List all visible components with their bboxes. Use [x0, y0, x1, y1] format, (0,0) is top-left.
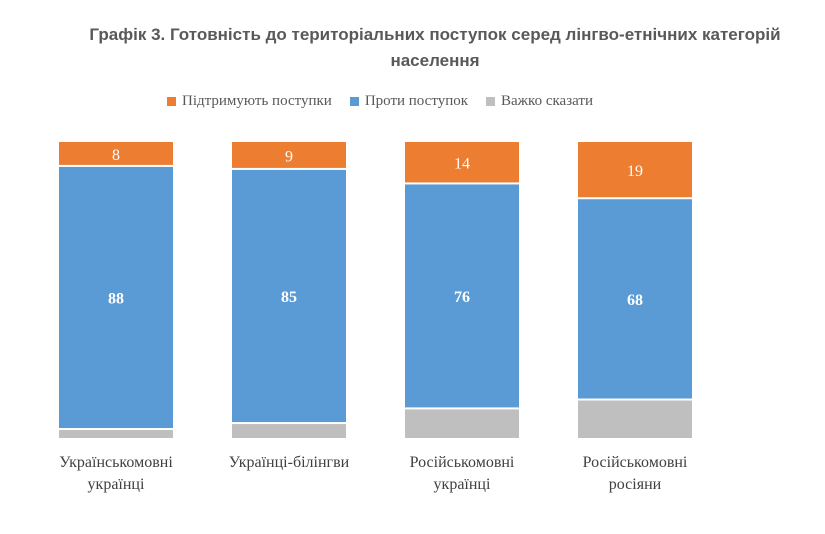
data-label-against-2: 76 [454, 289, 470, 306]
category-label-3: Російськомовні росіяни [550, 452, 720, 496]
category-label-2-line-0: Російськомовні [409, 454, 515, 471]
category-label-3-line-0: Російськомовні [582, 454, 688, 471]
legend-item-hard-to-say: Важко сказати [486, 93, 593, 110]
category-label-2: Російськомовні українці [377, 452, 547, 496]
legend: Підтримують поступки Проти поступок Важк… [0, 93, 760, 110]
data-label-support-3: 19 [627, 163, 643, 180]
data-label-against-3: 68 [627, 292, 643, 309]
legend-label-hard-to-say: Важко сказати [501, 93, 593, 109]
chart-title-line1: Графік 3. Готовність до територіальних п… [89, 25, 781, 44]
data-label-support-1: 9 [285, 148, 293, 165]
category-label-3-line-1: росіяни [608, 476, 662, 493]
legend-item-support: Підтримують поступки [167, 93, 332, 110]
category-label-1: Українці-білінгви [204, 452, 374, 474]
bar-hard-to-say-2 [405, 409, 519, 438]
bar-against-2 [405, 184, 519, 408]
data-label-support-0: 8 [112, 147, 120, 164]
legend-swatch-hard-to-say [486, 97, 496, 106]
chart-title: Графік 3. Готовність до територіальних п… [40, 22, 825, 74]
category-label-0: Українськомовні українці [31, 452, 201, 496]
bar-support-0 [59, 142, 173, 165]
category-label-0-line-0: Українськомовні [59, 454, 173, 471]
bar-support-1 [232, 142, 346, 168]
bar-hard-to-say-3 [578, 400, 692, 438]
category-label-1-line-0: Українці-білінгви [228, 454, 350, 471]
bar-support-3 [578, 142, 692, 198]
bar-against-1 [232, 169, 346, 423]
bar-against-0 [59, 166, 173, 429]
data-label-against-0: 88 [108, 290, 124, 307]
bar-hard-to-say-1 [232, 424, 346, 438]
category-label-0-line-1: українці [87, 476, 145, 493]
legend-swatch-against [349, 97, 359, 106]
legend-swatch-support [167, 97, 176, 106]
data-label-against-1: 85 [281, 289, 297, 306]
bar-against-3 [578, 199, 692, 399]
legend-label-support: Підтримують поступки [182, 93, 332, 109]
bar-support-2 [405, 142, 519, 183]
legend-item-against: Проти поступок [349, 93, 469, 110]
data-label-support-2: 14 [454, 156, 470, 173]
category-label-2-line-1: українці [433, 476, 491, 493]
legend-label-against: Проти поступок [364, 93, 469, 109]
bar-hard-to-say-0 [59, 430, 173, 438]
chart-title-line2: населення [390, 51, 480, 70]
